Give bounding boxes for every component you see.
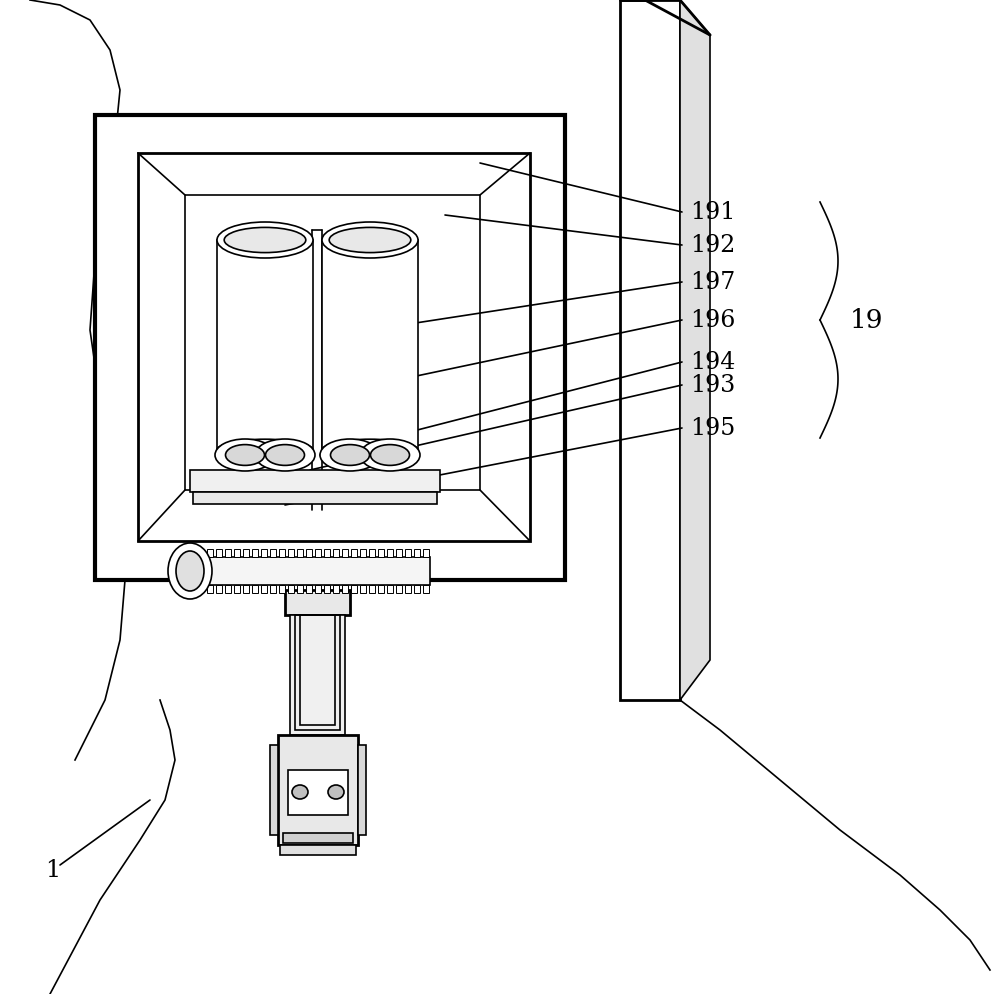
Bar xyxy=(190,470,440,492)
Bar xyxy=(283,833,353,843)
Ellipse shape xyxy=(215,439,275,471)
Bar xyxy=(225,585,231,593)
Ellipse shape xyxy=(292,785,308,799)
Ellipse shape xyxy=(360,439,420,471)
Ellipse shape xyxy=(168,543,212,599)
Ellipse shape xyxy=(328,785,344,799)
Bar xyxy=(360,549,366,557)
Bar xyxy=(324,585,330,593)
Bar xyxy=(290,615,345,735)
Text: 1: 1 xyxy=(45,859,60,882)
Bar xyxy=(217,240,313,450)
Bar xyxy=(405,585,411,593)
Bar xyxy=(423,585,429,593)
Bar xyxy=(252,585,258,593)
Bar xyxy=(288,549,294,557)
Ellipse shape xyxy=(370,444,410,465)
Text: 19: 19 xyxy=(850,307,884,333)
Bar xyxy=(285,590,350,615)
Text: 191: 191 xyxy=(690,201,735,224)
Bar xyxy=(280,845,356,855)
Text: 192: 192 xyxy=(690,234,735,256)
Bar xyxy=(288,770,348,815)
Bar xyxy=(216,585,222,593)
Bar xyxy=(414,585,420,593)
Bar xyxy=(423,549,429,557)
Bar xyxy=(387,585,393,593)
Bar xyxy=(234,585,240,593)
Bar xyxy=(288,585,294,593)
Bar xyxy=(261,585,267,593)
Bar xyxy=(396,585,402,593)
Bar xyxy=(405,549,411,557)
Bar xyxy=(306,549,312,557)
Bar xyxy=(333,585,339,593)
Bar xyxy=(205,557,430,585)
Bar xyxy=(270,585,276,593)
Bar xyxy=(225,549,231,557)
Bar xyxy=(414,549,420,557)
Ellipse shape xyxy=(226,444,265,465)
Bar xyxy=(243,585,249,593)
Ellipse shape xyxy=(217,222,313,258)
Bar xyxy=(278,735,358,845)
Polygon shape xyxy=(680,0,710,700)
Ellipse shape xyxy=(320,439,380,471)
Bar xyxy=(216,549,222,557)
Bar xyxy=(351,549,357,557)
Ellipse shape xyxy=(330,444,370,465)
Bar xyxy=(378,585,384,593)
Bar xyxy=(300,615,335,725)
Bar xyxy=(270,745,278,835)
Ellipse shape xyxy=(329,228,411,252)
Bar xyxy=(342,585,348,593)
Ellipse shape xyxy=(255,439,315,471)
Bar xyxy=(270,549,276,557)
Bar xyxy=(333,549,339,557)
Bar xyxy=(138,153,530,541)
Bar xyxy=(185,195,480,490)
Text: 197: 197 xyxy=(690,270,735,293)
Text: 196: 196 xyxy=(690,308,735,332)
Text: 195: 195 xyxy=(690,416,735,439)
Bar xyxy=(342,549,348,557)
Ellipse shape xyxy=(266,444,305,465)
Bar xyxy=(369,549,375,557)
Bar xyxy=(322,240,418,450)
Bar xyxy=(261,549,267,557)
Text: 194: 194 xyxy=(690,351,735,374)
Bar xyxy=(358,745,366,835)
Bar xyxy=(360,585,366,593)
Bar xyxy=(351,585,357,593)
Bar xyxy=(279,549,285,557)
Bar xyxy=(378,549,384,557)
Bar xyxy=(369,585,375,593)
Bar xyxy=(234,549,240,557)
Bar xyxy=(95,115,565,580)
Ellipse shape xyxy=(322,222,418,258)
Bar xyxy=(315,585,321,593)
Bar xyxy=(295,615,340,730)
Bar xyxy=(193,492,437,504)
Ellipse shape xyxy=(176,551,204,591)
Bar xyxy=(396,549,402,557)
Bar xyxy=(387,549,393,557)
Bar xyxy=(279,585,285,593)
Bar xyxy=(620,0,680,700)
Bar xyxy=(306,585,312,593)
Bar xyxy=(315,549,321,557)
Bar xyxy=(243,549,249,557)
Text: 193: 193 xyxy=(690,374,735,397)
Bar xyxy=(297,549,303,557)
Bar xyxy=(207,585,213,593)
Bar xyxy=(207,549,213,557)
Ellipse shape xyxy=(224,228,306,252)
Bar xyxy=(297,585,303,593)
Bar xyxy=(324,549,330,557)
Bar xyxy=(252,549,258,557)
